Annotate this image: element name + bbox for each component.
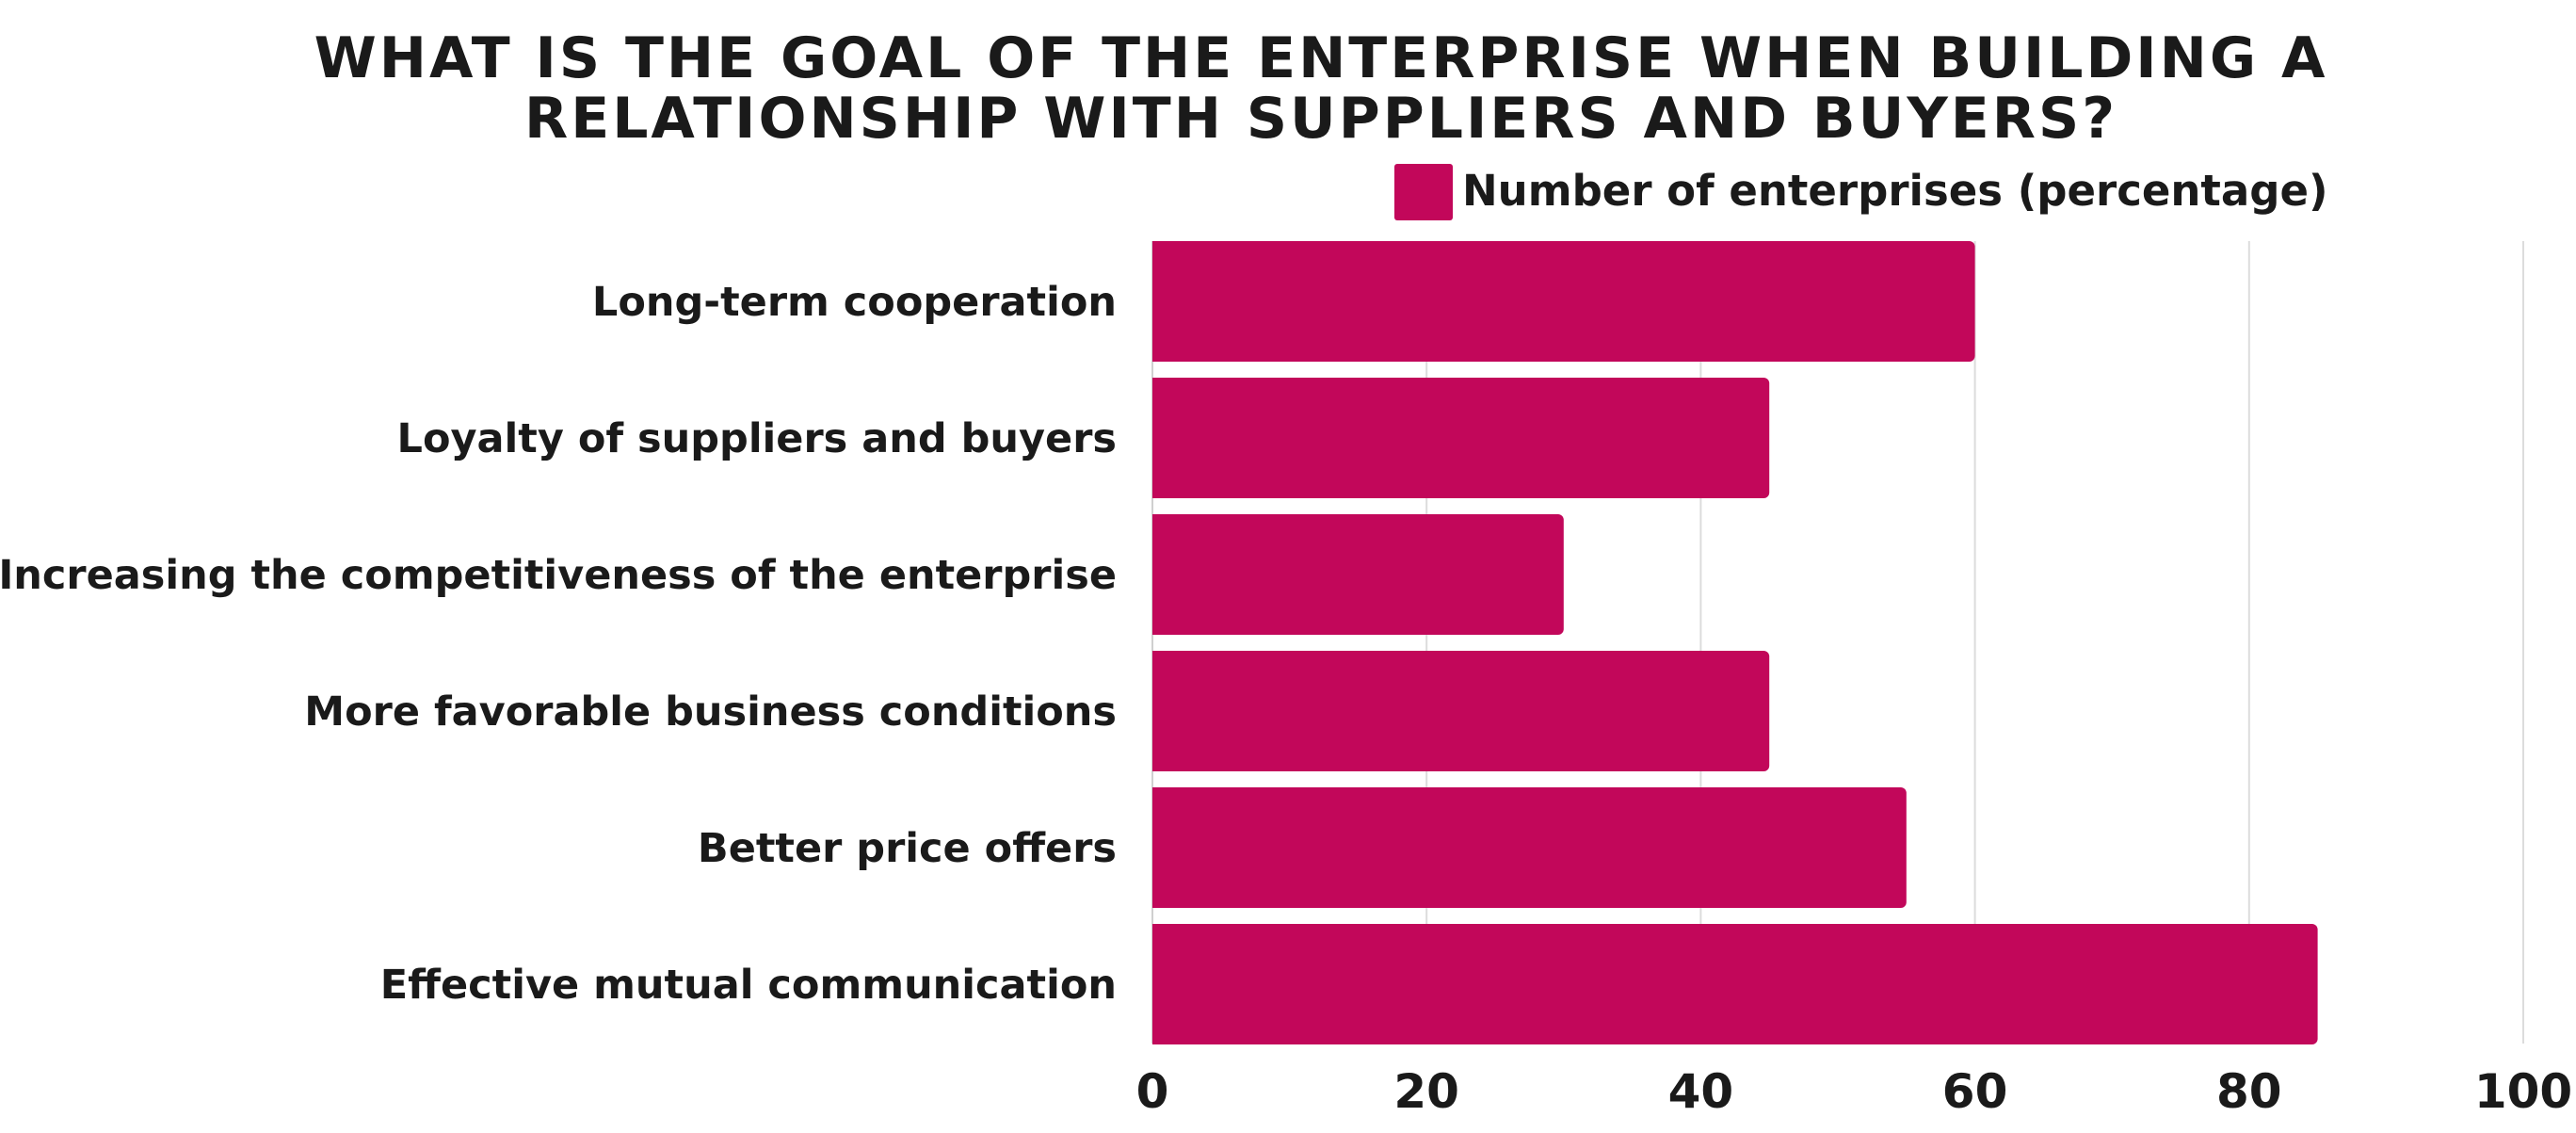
x-tick-label-40: 40 <box>1668 1064 1734 1119</box>
bar-2 <box>1152 378 1770 498</box>
x-tick-label-100: 100 <box>2474 1064 2572 1119</box>
x-axis-tick-labels: 0 20 40 60 80 100 <box>1136 1064 2573 1119</box>
bars <box>1152 241 2318 1044</box>
bar-1-base <box>1152 241 1164 362</box>
category-label-5: Better price offers <box>698 825 1117 872</box>
legend: Number of enterprises (percentage) <box>1394 164 2328 220</box>
x-tick-label-80: 80 <box>2216 1064 2282 1119</box>
bar-3 <box>1152 514 1564 635</box>
bar-4-base <box>1152 651 1164 771</box>
x-tick-label-60: 60 <box>1942 1064 2008 1119</box>
chart-title-line-1: WHAT IS THE GOAL OF THE ENTERPRISE WHEN … <box>314 25 2328 91</box>
bar-6 <box>1152 924 2318 1044</box>
bar-6-base <box>1152 924 1164 1044</box>
legend-label: Number of enterprises (percentage) <box>1462 166 2328 216</box>
bar-1 <box>1152 241 1975 362</box>
gridlines <box>1151 241 2524 1044</box>
category-label-6: Effective mutual communication <box>380 962 1117 1009</box>
x-tick-label-0: 0 <box>1136 1064 1169 1119</box>
category-label-4: More favorable business conditions <box>304 688 1117 736</box>
category-label-3: Increasing the competitiveness of the en… <box>0 552 1117 599</box>
legend-swatch <box>1394 164 1453 220</box>
chart-title: WHAT IS THE GOAL OF THE ENTERPRISE WHEN … <box>314 25 2328 152</box>
bar-5 <box>1152 787 1907 908</box>
category-label-2: Loyalty of suppliers and buyers <box>397 415 1117 462</box>
bar-2-base <box>1152 378 1164 498</box>
bar-4 <box>1152 651 1770 771</box>
bar-3-base <box>1152 514 1164 635</box>
chart-title-line-2: RELATIONSHIP WITH SUPPLIERS AND BUYERS? <box>524 86 2117 152</box>
category-label-1: Long-term cooperation <box>592 279 1117 326</box>
x-tick-label-20: 20 <box>1393 1064 1459 1119</box>
category-labels: Long-term cooperation Loyalty of supplier… <box>0 279 1117 1009</box>
bar-5-base <box>1152 787 1164 908</box>
